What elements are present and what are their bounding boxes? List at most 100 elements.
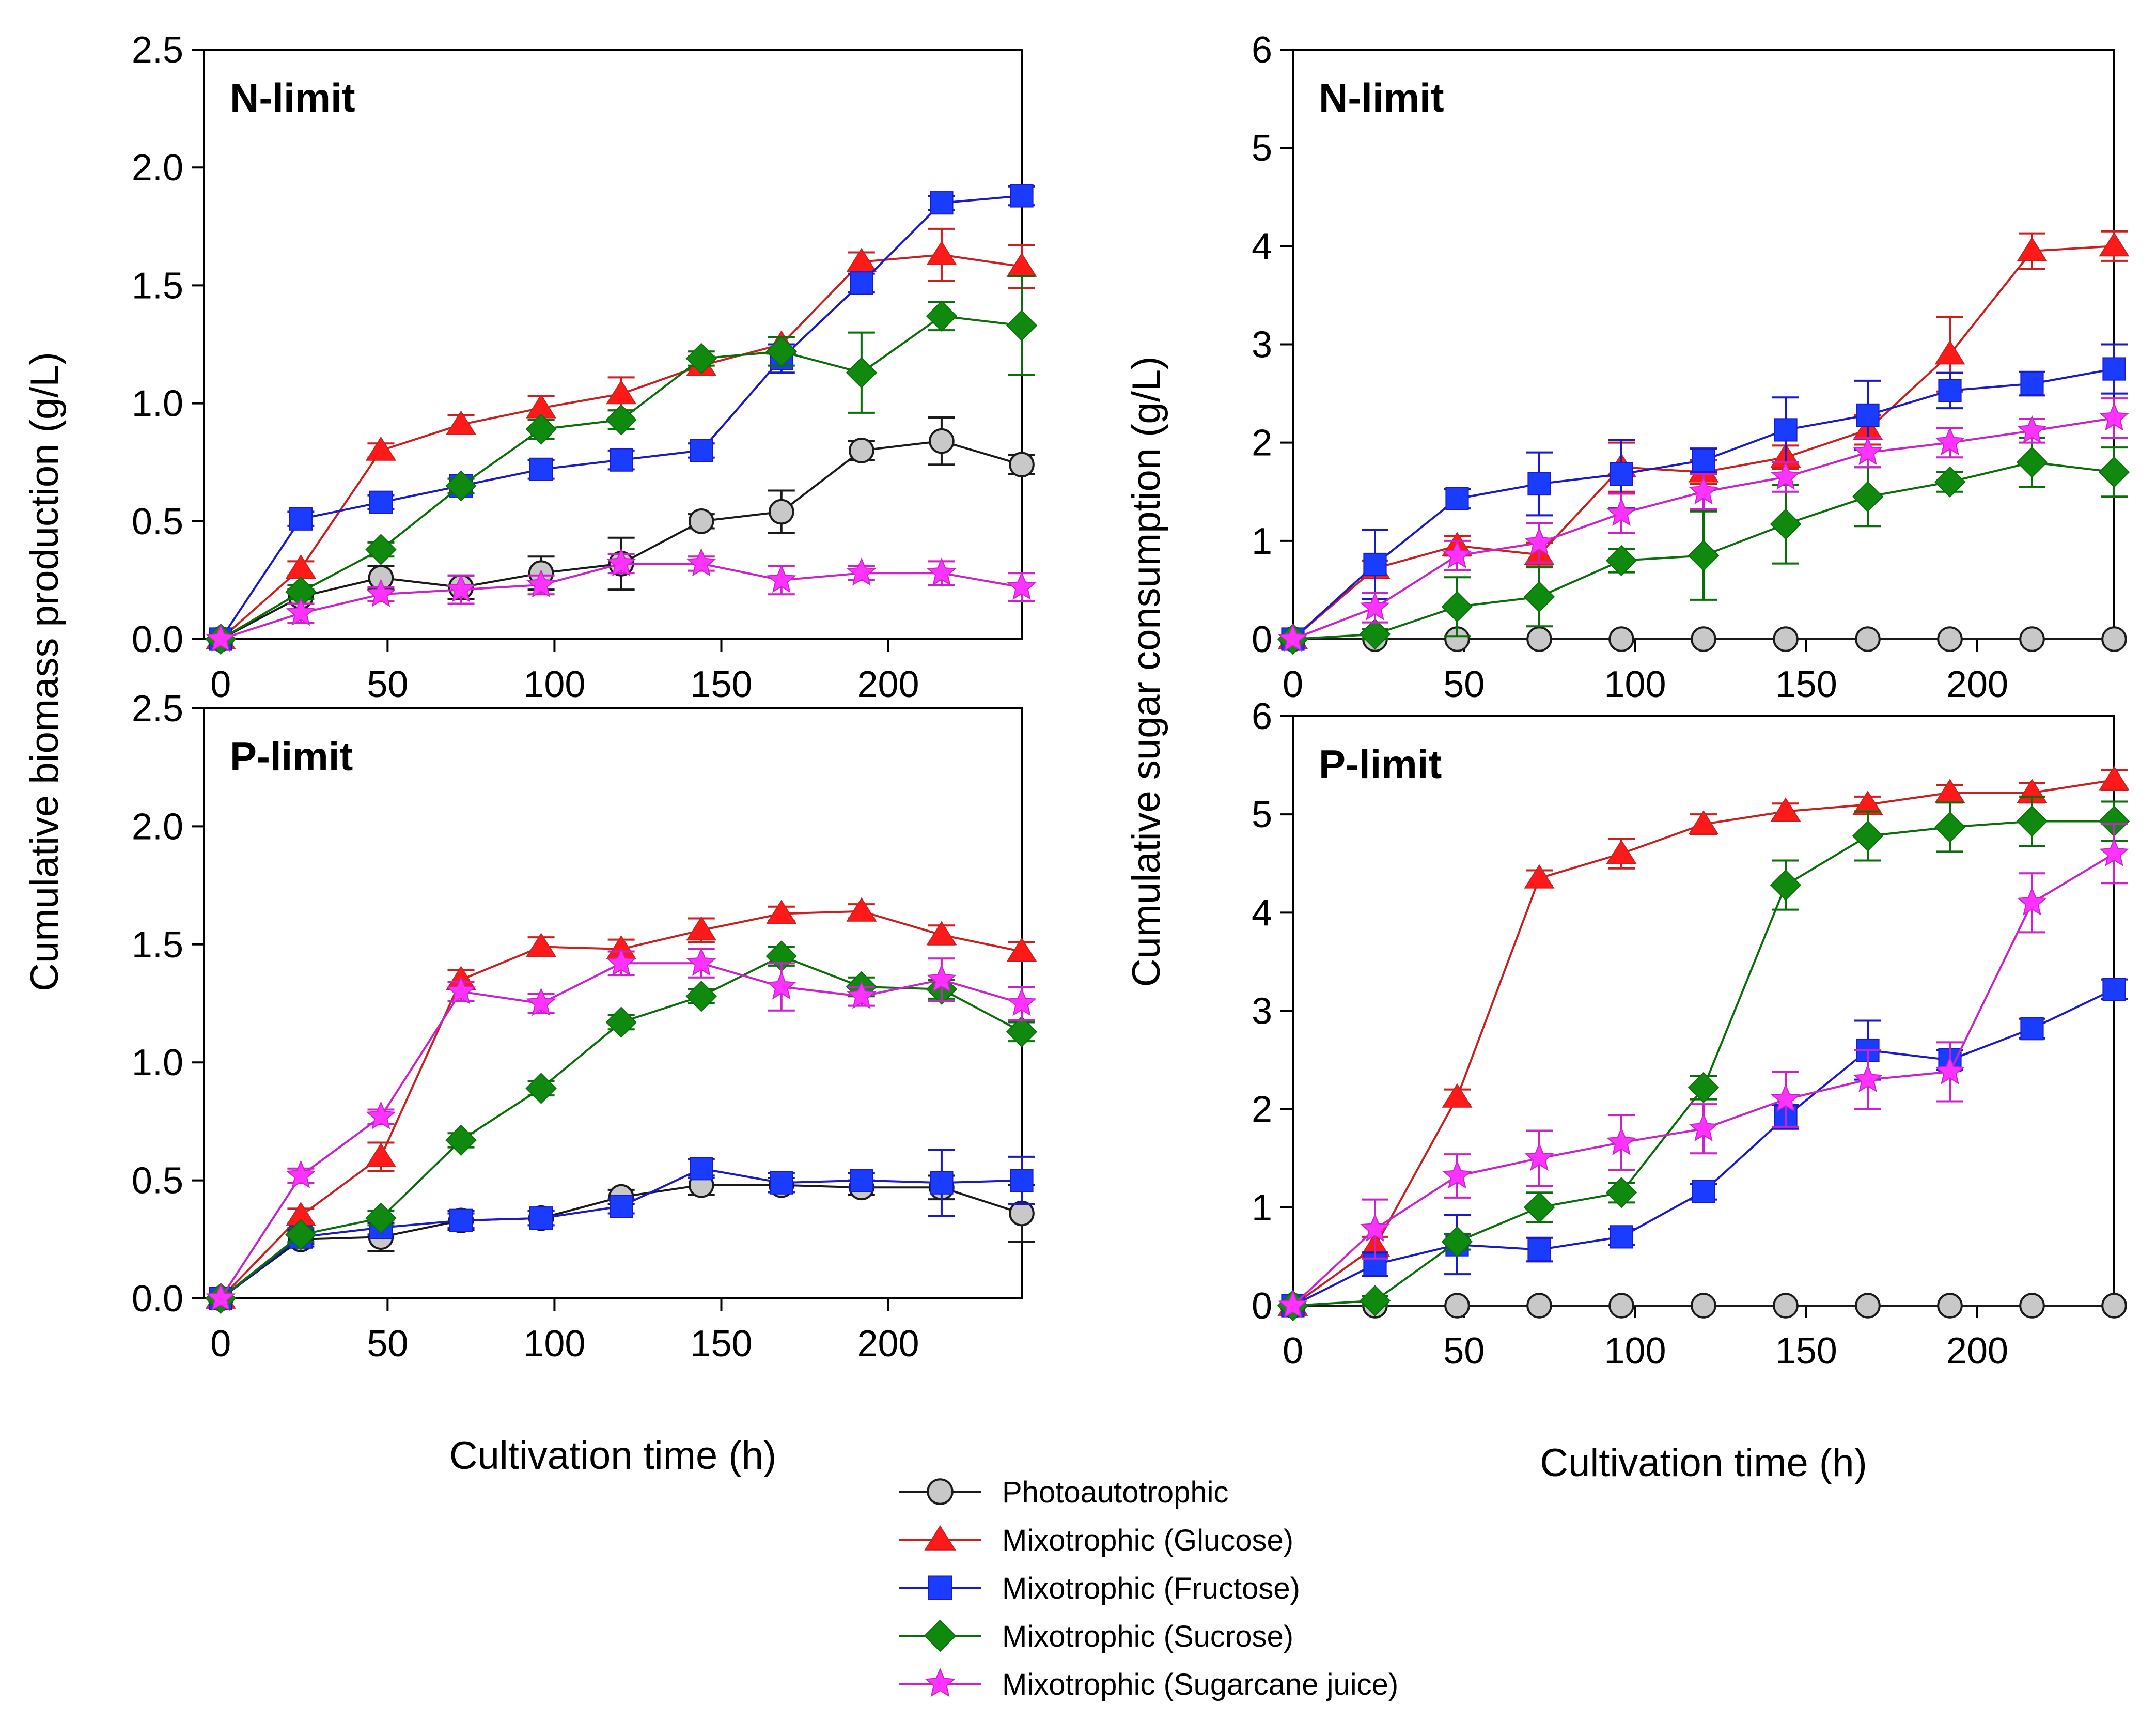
x-tick-label: 0 [1283,1330,1303,1372]
y-tick-label: 1.0 [132,1042,183,1083]
data-point [1771,1083,1801,1112]
legend-item-mixotrophic-sugarcane-juice: Mixotrophic (Sugarcane juice) [899,1667,1398,1701]
series-photoautotrophic [1280,1293,2127,1319]
data-point [1526,626,1552,652]
data-point [1605,1177,1637,1208]
legend-label: Mixotrophic (Glucose) [1002,1524,1293,1557]
data-point [1934,811,1966,843]
y-tick-label: 4 [1252,892,1272,934]
legend-marker-icon [924,1525,956,1551]
data-point [1009,1200,1035,1227]
data-point [1935,1056,1965,1084]
data-point [445,1124,477,1156]
y-axis-title-sugar: Cumulative sugar consumption (g/L) [1124,357,1168,987]
data-point [850,1169,873,1192]
data-point [1608,626,1634,652]
data-point [1770,797,1801,822]
x-tick-label: 50 [1443,664,1485,705]
series-mixotrophic-glucose [1277,766,2130,1316]
panel-label: P-limit [1319,741,1442,787]
data-point [849,438,874,463]
data-point [1527,1238,1551,1262]
data-point [1692,1180,1715,1204]
data-point [1937,626,1963,652]
x-tick-label: 200 [1946,1330,2008,1372]
data-point [366,579,396,607]
data-point [1445,487,1469,510]
data-point [930,1171,954,1195]
y-tick-label: 1 [1252,1187,1272,1229]
data-point [1442,1160,1472,1189]
y-tick-label: 1.0 [132,383,183,425]
data-point [286,597,316,626]
y-tick-label: 6 [1252,29,1272,71]
y-tick-label: 3 [1252,991,1272,1032]
series-mixotrophic-sucrose [205,940,1038,1314]
x-axis-title: Cultivation time (h) [1540,1441,1867,1485]
y-tick-label: 1.5 [132,924,183,966]
series-mixotrophic-fructose [1281,978,2128,1318]
legend-label: Mixotrophic (Sugarcane juice) [1002,1668,1398,1701]
y-tick-label: 3 [1252,324,1272,366]
data-point [926,240,957,265]
y-tick-label: 6 [1252,696,1272,737]
data-point [606,948,636,976]
data-point [449,1208,473,1232]
data-point [2099,402,2129,431]
data-point [1523,581,1555,613]
y-tick-label: 5 [1252,128,1272,169]
data-point [445,470,477,502]
data-point [929,428,955,454]
data-point [1689,476,1718,505]
data-point [525,413,557,445]
y-tick-label: 0 [1252,619,1272,660]
data-point [1527,472,1551,496]
data-point [766,900,797,924]
data-point [1770,508,1802,540]
data-point [927,964,957,993]
y-tick-label: 1.5 [132,265,183,306]
data-point [1689,1113,1718,1142]
legend-label: Mixotrophic (Sucrose) [1002,1620,1293,1653]
x-tick-label: 150 [690,1323,752,1365]
panel-label: P-limit [230,734,353,779]
data-point [926,300,958,332]
data-point [685,981,717,1012]
data-point [1444,1293,1470,1319]
data-point [1441,1226,1473,1258]
y-tick-label: 2.5 [132,29,183,71]
series-mixotrophic-fructose [209,1149,1035,1310]
y-tick-label: 0.0 [132,1278,183,1320]
data-point [1938,379,1962,402]
data-point [2102,978,2126,1001]
data-point [286,1160,316,1188]
x-tick-label: 200 [1946,664,2008,705]
data-point [610,448,633,472]
series-photoautotrophic [208,1172,1035,1311]
legend-marker-icon [924,1619,957,1652]
data-point [1605,545,1637,577]
chart-panel-br: 0 50 100 150 200 0 1 2 3 4 5 6 P-limit Cultivation ti… [1252,696,2130,1485]
plot-frame [203,49,1023,640]
legend-item-mixotrophic-glucose: Mixotrophic (Glucose) [899,1524,1293,1557]
data-point [930,191,954,215]
data-point [2016,446,2048,478]
data-point [365,534,397,565]
data-point [1610,462,1633,486]
y-tick-label: 0 [1252,1285,1272,1327]
data-point [768,499,794,525]
legend-marker-icon [925,1667,956,1697]
data-point [1360,1213,1390,1242]
legend-marker-icon [928,1575,952,1600]
data-point [770,1171,793,1195]
data-point [2016,805,2048,837]
legend-item-mixotrophic-fructose: Mixotrophic (Fructose) [899,1572,1300,1605]
data-point [289,507,313,531]
x-tick-label: 0 [210,1323,231,1365]
data-point [206,1282,236,1311]
data-point [445,410,477,435]
data-point [446,976,476,1004]
data-point [606,548,636,577]
data-point [688,508,714,534]
